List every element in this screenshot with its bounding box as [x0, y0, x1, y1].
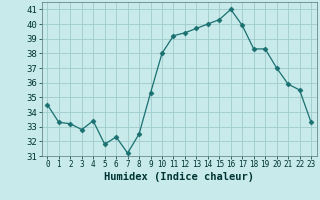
X-axis label: Humidex (Indice chaleur): Humidex (Indice chaleur) — [104, 172, 254, 182]
